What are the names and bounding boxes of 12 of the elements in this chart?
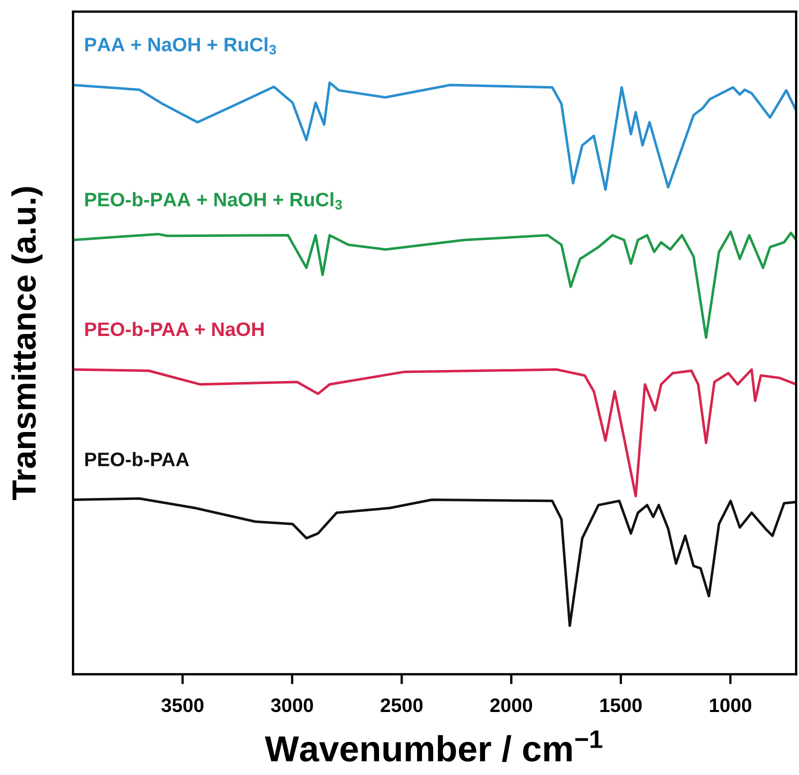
x-tick-label: 1000: [710, 698, 752, 712]
series-label: PEO-b-PAA: [85, 452, 189, 466]
series-label: PAA + NaOH + RuCl$_{3}$: [85, 37, 276, 54]
x-axis-title: Wavenumber / cm$^{−1}$: [264, 730, 602, 762]
x-tick-label: 3500: [161, 698, 204, 712]
x-tick-label: 2500: [380, 698, 423, 712]
x-tick-label: 2000: [490, 698, 532, 712]
y-axis-title: Transmittance (a.u.): [11, 187, 42, 500]
series-label: PEO-b-PAA + NaOH: [85, 322, 264, 336]
x-tick-label: 3000: [270, 698, 313, 712]
series-label: PEO-b-PAA + NaOH + RuCl$_{3}$: [85, 192, 342, 210]
x-tick-label: 1500: [600, 698, 642, 712]
